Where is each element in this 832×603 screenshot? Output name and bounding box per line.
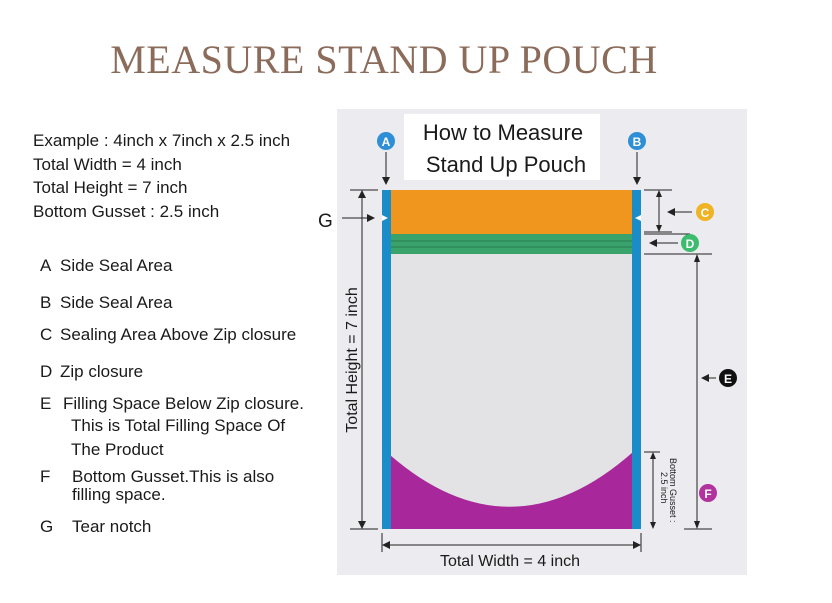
badge-e-label: E [724, 372, 732, 386]
legend-item-a: A Side Seal Area [40, 256, 172, 276]
top-seal-area [390, 190, 633, 234]
legend-item-c: C Sealing Area Above Zip closure [40, 325, 296, 345]
badge-b-icon [628, 132, 646, 150]
f-arrow-top [650, 452, 656, 459]
legend-letter: F [40, 467, 51, 486]
diagram-heading-line1: How to Measure [423, 120, 583, 145]
legend-letter: C [40, 325, 53, 344]
diagram-heading-line2: Stand Up Pouch [426, 152, 586, 177]
page-title: MEASURE STAND UP POUCH [110, 37, 658, 82]
badge-a-icon [377, 132, 395, 150]
badge-e-icon [719, 369, 737, 387]
example-width-line: Total Width = 4 inch [33, 155, 182, 174]
legend-text: Bottom Gusset.This is also [72, 467, 275, 486]
legend-text: Tear notch [72, 517, 152, 536]
c-arrow-top [656, 190, 662, 197]
label-g: G [318, 211, 333, 232]
badge-a-label: A [382, 135, 391, 149]
heading-box [404, 114, 600, 180]
legend-item-b: B Side Seal Area [40, 293, 172, 313]
legend-item-e: E Filling Space Below Zip closure. [40, 394, 304, 414]
width-arrow-right [633, 541, 641, 549]
total-height-label: Total Height = 7 inch [344, 287, 361, 432]
e-arrow-top [694, 254, 700, 262]
c-arrow-bottom [656, 225, 662, 232]
legend-letter: D [40, 362, 53, 381]
badge-d-label: D [686, 237, 695, 251]
example-height-line: Total Height = 7 inch [33, 178, 188, 197]
legend-text: Zip closure [60, 362, 144, 381]
legend-text: Side Seal Area [60, 293, 173, 312]
width-arrow-left [382, 541, 390, 549]
legend-text: Sealing Area Above Zip closure [60, 325, 297, 344]
zip-closure-area [382, 234, 641, 254]
legend-item-f: F Bottom Gusset.This is also [40, 467, 274, 487]
badge-c-label: C [701, 206, 710, 220]
total-width-label: Total Width = 4 inch [440, 553, 580, 570]
legend-e-line3: The Product [71, 440, 164, 459]
legend-text: Filling Space Below Zip closure. [63, 394, 304, 413]
badge-f-icon [699, 484, 717, 502]
badge-b-label: B [633, 135, 642, 149]
f-arrow-bottom [650, 522, 656, 529]
side-seal-right [632, 190, 641, 529]
height-arrow-bottom [358, 521, 366, 529]
legend-text: Side Seal Area [60, 256, 173, 275]
legend-letter: A [40, 256, 52, 275]
side-seal-left [382, 190, 391, 529]
tear-notch-left [382, 215, 388, 221]
legend-f-line2: filling space. [72, 485, 166, 504]
legend-letter: G [40, 517, 54, 536]
badge-d-icon [681, 234, 699, 252]
tear-notch-right [635, 215, 641, 221]
e-arrow-bottom [694, 521, 700, 529]
bottom-gusset-area [390, 452, 633, 529]
legend-item-d: D Zip closure [40, 362, 143, 382]
height-arrow-top [358, 190, 366, 198]
example-line: Example : 4inch x 7inch x 2.5 inch [33, 131, 291, 150]
badge-f-label: F [704, 487, 711, 501]
legend-letter: B [40, 293, 52, 312]
example-gusset-line: Bottom Gusset : 2.5 inch [33, 202, 220, 221]
legend-letter: E [40, 394, 52, 413]
gusset-label-line1: Bottom Gusset : [668, 458, 678, 523]
legend-e-line2: This is Total Filling Space Of [71, 416, 286, 435]
gusset-label-line2: 2.5 inch [659, 472, 669, 504]
legend-item-g: G Tear notch [40, 517, 151, 537]
badge-c-icon [696, 203, 714, 221]
